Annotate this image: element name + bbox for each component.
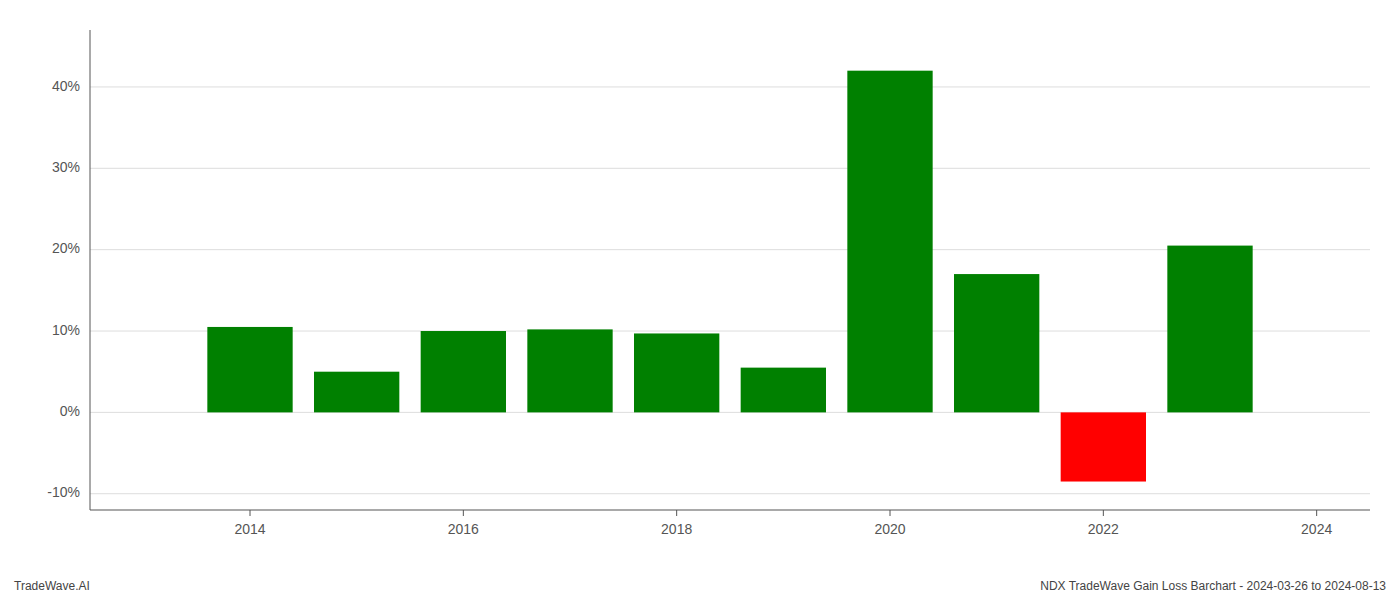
y-tick-label: 40% <box>52 78 80 94</box>
y-tick-label: 30% <box>52 159 80 175</box>
chart-container: -10%0%10%20%30%40%2014201620182020202220… <box>0 0 1400 600</box>
bar <box>314 372 399 413</box>
bars <box>207 71 1252 482</box>
chart-svg: -10%0%10%20%30%40%2014201620182020202220… <box>0 0 1400 600</box>
grid-line <box>90 493 1370 494</box>
y-grid <box>90 87 1370 494</box>
bar <box>527 329 612 412</box>
x-tick <box>463 510 464 516</box>
y-tick-label: 20% <box>52 240 80 256</box>
footer-left: TradeWave.AI <box>14 579 90 593</box>
y-tick-label: 0% <box>60 403 80 419</box>
x-tick-label: 2018 <box>661 521 692 537</box>
x-tick-label: 2016 <box>448 521 479 537</box>
bar <box>1061 412 1146 481</box>
bar <box>954 274 1039 412</box>
x-tick <box>1103 510 1104 516</box>
bar <box>207 327 292 412</box>
y-axis-line <box>90 30 91 510</box>
x-tick-label: 2014 <box>234 521 265 537</box>
x-tick-label: 2020 <box>874 521 905 537</box>
x-tick-label: 2024 <box>1301 521 1332 537</box>
x-tick-label: 2022 <box>1088 521 1119 537</box>
x-axis-line <box>90 509 1370 510</box>
bar <box>634 333 719 412</box>
x-tick <box>1316 510 1317 516</box>
x-tick <box>890 510 891 516</box>
y-tick-labels: -10% 0% 10% 20% 30% 40% <box>47 78 80 501</box>
bar <box>1167 246 1252 413</box>
x-tick <box>676 510 677 516</box>
footer-right: NDX TradeWave Gain Loss Barchart - 2024-… <box>1040 579 1386 593</box>
grid-line <box>90 86 1370 87</box>
y-tick-label: -10% <box>47 484 80 500</box>
grid-line <box>90 168 1370 169</box>
background <box>0 0 1400 600</box>
x-tick <box>250 510 251 516</box>
bar <box>847 71 932 413</box>
y-tick-label: 10% <box>52 322 80 338</box>
axes <box>90 30 1370 510</box>
bar <box>741 368 826 413</box>
bar <box>421 331 506 412</box>
x-ticks: 2014 2016 2018 2020 2022 2024 <box>234 510 1332 537</box>
